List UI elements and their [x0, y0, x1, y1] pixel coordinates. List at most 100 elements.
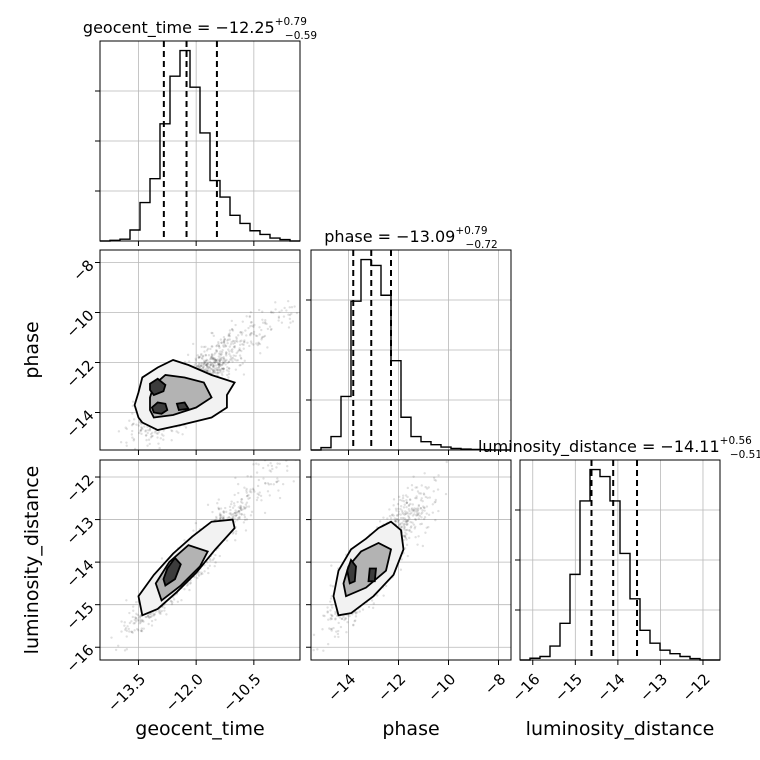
sample-point: [222, 362, 225, 365]
sample-point: [399, 507, 402, 511]
sample-point: [218, 513, 222, 516]
sample-point: [209, 559, 212, 562]
sample-point: [109, 466, 111, 468]
sample-point: [203, 361, 207, 365]
sample-point: [227, 333, 231, 336]
sample-point: [214, 371, 217, 375]
sample-point: [197, 574, 201, 578]
sample-point: [234, 511, 237, 515]
sample-point: [354, 619, 357, 622]
sample-point: [207, 366, 210, 369]
sample-point: [215, 360, 219, 364]
sample-point: [224, 352, 228, 356]
sample-point: [425, 526, 428, 530]
sample-point: [142, 627, 146, 630]
sample-point: [230, 328, 234, 331]
sample-point: [222, 345, 226, 349]
sample-point: [415, 513, 418, 517]
sample-point: [396, 517, 399, 521]
sample-point: [130, 424, 134, 427]
sample-point: [408, 529, 411, 532]
sample-point: [233, 339, 236, 343]
sample-point: [141, 618, 144, 622]
sample-point: [236, 500, 239, 504]
sample-point: [371, 606, 375, 610]
sample-point: [423, 516, 427, 519]
sample-point: [120, 620, 123, 623]
sample-point: [403, 503, 406, 506]
sample-point: [227, 372, 231, 376]
sample-point: [278, 496, 282, 500]
sample-point: [280, 309, 283, 312]
sample-point: [410, 525, 413, 528]
sample-point: [405, 523, 408, 526]
sample-point: [170, 429, 174, 433]
sample-point: [204, 353, 207, 357]
sample-point: [229, 508, 232, 512]
sample-point: [217, 498, 221, 501]
sample-point: [131, 429, 134, 433]
sample-point: [131, 404, 134, 408]
sample-point: [219, 369, 223, 373]
sample-point: [231, 360, 234, 363]
sample-point: [197, 355, 201, 359]
sample-point: [264, 319, 267, 322]
sample-point: [256, 496, 259, 499]
sample-point: [424, 531, 427, 534]
sample-point: [201, 366, 205, 370]
sample-point: [228, 352, 231, 356]
sample-point: [444, 492, 448, 496]
sample-point: [242, 505, 246, 509]
sample-point: [361, 608, 365, 611]
sample-point: [288, 313, 292, 317]
sample-point: [219, 507, 223, 510]
sample-point: [218, 363, 221, 367]
sample-point: [255, 334, 259, 338]
sample-point: [138, 615, 142, 619]
sample-point: [220, 341, 223, 345]
sample-point: [116, 644, 120, 647]
sample-point: [228, 350, 231, 353]
sample-point: [269, 462, 272, 465]
sample-point: [219, 516, 222, 519]
sample-point: [242, 343, 245, 347]
panel-frame: [99, 459, 301, 661]
sample-point: [188, 588, 191, 592]
sample-point: [155, 432, 158, 435]
sample-point: [218, 360, 222, 363]
sample-point: [223, 340, 226, 344]
sample-point: [427, 525, 430, 529]
sample-point: [217, 506, 220, 510]
sample-point: [239, 504, 242, 508]
sample-point: [219, 353, 222, 357]
sample-point: [238, 515, 241, 519]
sample-point: [227, 367, 231, 370]
sample-point: [223, 338, 226, 341]
sample-point: [258, 342, 262, 346]
sample-point: [252, 330, 256, 334]
x-tick-label: −15: [551, 670, 586, 705]
sample-point: [170, 439, 173, 442]
sample-point: [224, 360, 227, 363]
sample-point: [405, 543, 409, 547]
sample-point: [203, 364, 206, 367]
sample-point: [219, 356, 223, 359]
x-tick-label: −13: [636, 670, 671, 705]
sample-point: [153, 431, 157, 434]
sample-point: [208, 357, 212, 361]
sample-point: [215, 368, 219, 371]
sample-point: [402, 527, 406, 530]
sample-point: [286, 469, 289, 472]
sample-point: [227, 376, 230, 379]
sample-point: [236, 517, 239, 520]
sample-point: [159, 612, 162, 616]
sample-point: [226, 366, 229, 369]
sample-point: [125, 444, 128, 447]
sample-point: [133, 622, 136, 625]
sample-point: [406, 528, 409, 532]
sample-point: [221, 349, 224, 352]
y-tick-label: −13: [62, 513, 97, 548]
sample-point: [147, 622, 150, 626]
sample-point: [207, 361, 210, 365]
sample-point: [150, 619, 154, 623]
